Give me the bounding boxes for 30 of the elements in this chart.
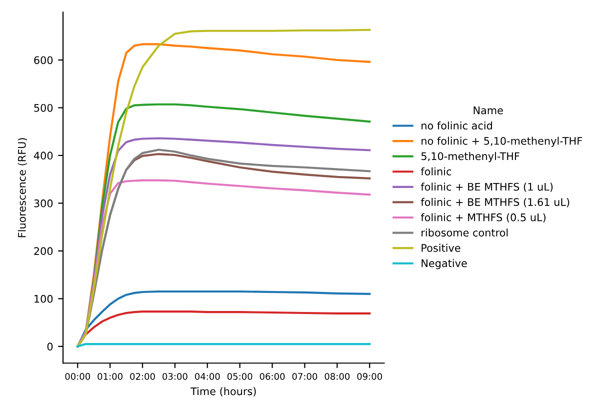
y-tick-label: 100 [34, 294, 53, 303]
y-tick-label: 500 [34, 104, 53, 112]
x-tick-label: 04:00 [194, 373, 220, 380]
x-tick-label: 02:00 [130, 373, 155, 380]
y-tick-label: 300 [34, 199, 53, 208]
x-tick-label: 05:00 [227, 373, 252, 380]
legend-label: ribosome control [422, 228, 508, 237]
x-tick-label: 01:00 [98, 373, 122, 380]
x-axis-title: Time (hours) [190, 387, 256, 396]
x-tick-label: 07:00 [292, 373, 318, 380]
legend-label: folinic [420, 167, 452, 176]
y-tick-label: 600 [34, 56, 53, 64]
legend-label: no folinic acid [422, 121, 492, 130]
legend-label: folinic + BE MTHFS (1.61 uL) [420, 198, 570, 208]
legend-title: Name [474, 106, 503, 114]
y-tick-label: 400 [34, 152, 53, 160]
legend-label: no folinic + 5,10-methenyl-THF [422, 136, 582, 147]
legend-label: 5,10-methenyl-THF [421, 152, 520, 162]
x-tick-label: 00:00 [65, 373, 90, 380]
y-tick-label: 200 [34, 247, 53, 256]
legend-label: Negative [422, 259, 467, 270]
x-tick-label: 03:00 [162, 373, 188, 380]
y-tick-label: 0 [47, 342, 53, 351]
x-tick-label: 06:00 [260, 373, 285, 380]
x-tick-label: 09:00 [357, 373, 382, 380]
y-axis-title: Fluorescence (RFU) [18, 138, 28, 238]
legend-label: folinic + BE MTHFS (1 uL) [420, 182, 553, 192]
legend-label: Positive [422, 244, 460, 252]
x-tick-label: 08:00 [324, 373, 350, 380]
legend-label: folinic + MTHFS (0.5 uL) [420, 213, 546, 223]
